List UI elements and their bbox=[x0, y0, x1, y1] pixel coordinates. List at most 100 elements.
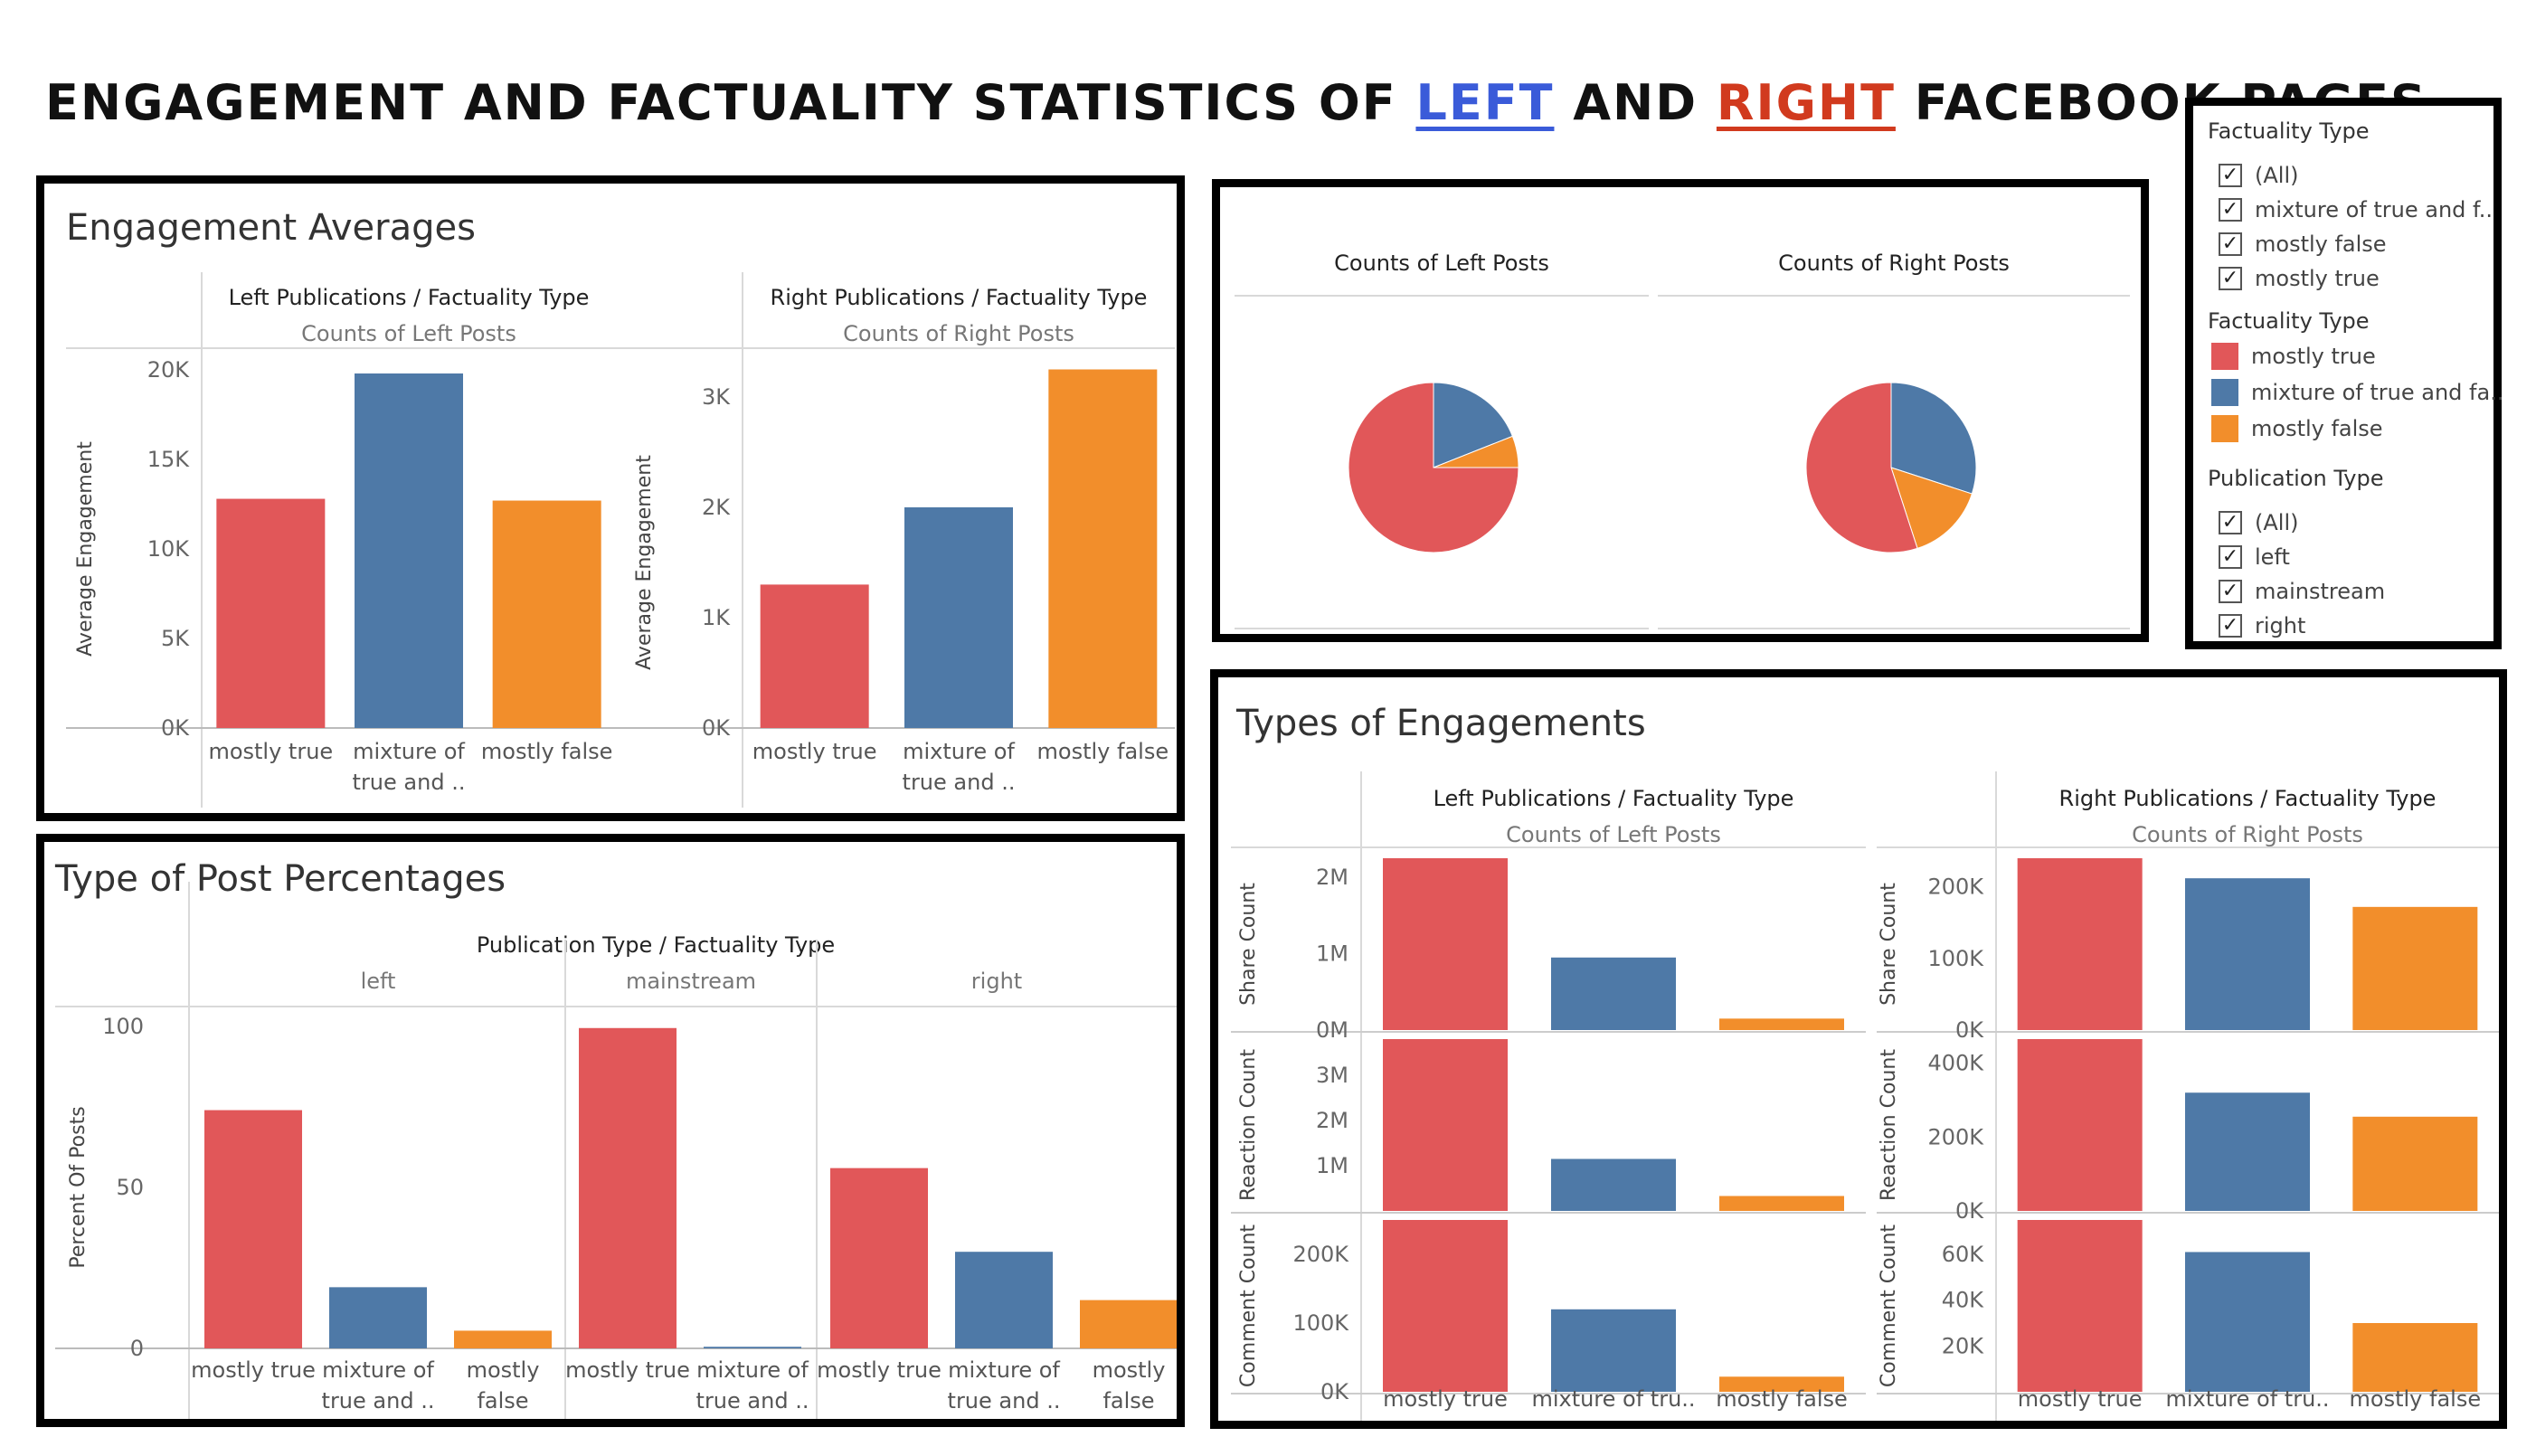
x-tick-label: mostly true bbox=[2018, 1386, 2143, 1412]
color-swatch bbox=[2211, 379, 2238, 406]
bar bbox=[1719, 1196, 1844, 1211]
filter-item-label: mainstream bbox=[2255, 579, 2386, 604]
checkbox-icon[interactable]: ✓ bbox=[2219, 580, 2242, 603]
filter-item-label: mixture of true and f.. bbox=[2255, 197, 2493, 222]
x-tick-label: false bbox=[477, 1388, 528, 1413]
color-legend-mixture[interactable]: mixture of true and fa.. bbox=[2211, 377, 2503, 408]
checkbox-icon[interactable]: ✓ bbox=[2219, 545, 2242, 569]
y-axis-label: Reaction Count bbox=[1878, 1049, 1900, 1201]
y-axis-label: Average Engagement bbox=[74, 441, 97, 657]
bar bbox=[760, 584, 869, 728]
checkbox-icon[interactable]: ✓ bbox=[2219, 164, 2242, 187]
filter-item-label: mostly true bbox=[2255, 266, 2380, 291]
checkbox-icon[interactable]: ✓ bbox=[2219, 232, 2242, 256]
bar bbox=[1551, 957, 1676, 1030]
title-right-word: RIGHT bbox=[1716, 74, 1896, 131]
group-label: right bbox=[971, 969, 1022, 994]
bar bbox=[2017, 1039, 2143, 1211]
x-tick-label: true and .. bbox=[948, 1388, 1061, 1413]
y-tick-label: 2M bbox=[1316, 865, 1348, 890]
x-tick-label: true and .. bbox=[903, 770, 1016, 795]
bar bbox=[492, 500, 601, 728]
x-tick-label: mostly true bbox=[565, 1357, 690, 1383]
x-tick-label: mostly false bbox=[2350, 1386, 2482, 1412]
bar bbox=[1383, 1220, 1508, 1392]
title-text: AND bbox=[1554, 74, 1717, 131]
bar bbox=[2017, 858, 2143, 1030]
filter-item-mostly-true[interactable]: ✓ mostly true bbox=[2219, 263, 2380, 294]
title-left-word: LEFT bbox=[1415, 74, 1555, 131]
x-tick-label: mostly bbox=[1093, 1357, 1166, 1383]
publication-filter-header: Publication Type bbox=[2208, 466, 2384, 491]
engagement-averages-panel: Engagement Averages Left Publications / … bbox=[36, 175, 1185, 821]
filters-legend-panel: Factuality Type ✓ (All) ✓ mixture of true … bbox=[2185, 98, 2503, 649]
bar bbox=[1080, 1300, 1177, 1348]
y-tick-label: 0K bbox=[1955, 1017, 1984, 1043]
y-axis-label: Comment Count bbox=[1878, 1224, 1900, 1387]
y-axis-label: Average Engagement bbox=[633, 455, 656, 670]
y-tick-label: 50 bbox=[116, 1175, 144, 1200]
y-tick-label: 40K bbox=[1942, 1288, 1985, 1313]
y-axis-label: Reaction Count bbox=[1237, 1049, 1260, 1201]
x-tick-label: mixture of bbox=[322, 1357, 434, 1383]
group-label: mainstream bbox=[626, 969, 756, 994]
pie-slice bbox=[1433, 382, 1514, 468]
color-legend-mostly-true[interactable]: mostly true bbox=[2211, 341, 2376, 372]
x-tick-label: mostly false bbox=[481, 739, 613, 764]
types-of-engagements-chart: Left Publications / Factuality Type Count… bbox=[1231, 771, 2499, 1421]
y-tick-label: 10K bbox=[147, 536, 191, 562]
pub-filter-left[interactable]: ✓ left bbox=[2219, 542, 2290, 572]
y-tick-label: 60K bbox=[1942, 1242, 1985, 1267]
chart-header: Right Publications / Factuality Type bbox=[771, 285, 1148, 310]
checkbox-icon[interactable]: ✓ bbox=[2219, 614, 2242, 638]
pub-filter-all[interactable]: ✓ (All) bbox=[2219, 507, 2298, 538]
chart-header: Left Publications / Factuality Type bbox=[229, 285, 590, 310]
x-tick-label: false bbox=[1102, 1388, 1154, 1413]
bar bbox=[2352, 1323, 2478, 1392]
types-of-engagements-panel: Types of Engagements Left Publications /… bbox=[1210, 669, 2507, 1429]
bar bbox=[2185, 1092, 2310, 1211]
y-axis-label: Percent Of Posts bbox=[67, 1106, 90, 1268]
x-tick-label: true and .. bbox=[322, 1388, 435, 1413]
y-tick-label: 0K bbox=[702, 715, 731, 741]
post-percentages-panel: Type of Post Percentages Publication Typ… bbox=[36, 834, 1185, 1427]
x-tick-label: mostly bbox=[467, 1357, 540, 1383]
y-axis-label: Share Count bbox=[1237, 883, 1260, 1006]
y-tick-label: 2K bbox=[702, 495, 731, 520]
post-percentages-chart: Publication Type / Factuality Type left ma… bbox=[55, 882, 1177, 1419]
filter-item-label: (All) bbox=[2255, 163, 2299, 188]
x-tick-label: true and .. bbox=[696, 1388, 809, 1413]
checkbox-icon[interactable]: ✓ bbox=[2219, 267, 2242, 290]
y-tick-label: 200K bbox=[1292, 1242, 1349, 1267]
panel-title: Engagement Averages bbox=[66, 207, 476, 249]
x-tick-label: mixture of tru.. bbox=[2165, 1386, 2329, 1412]
bar bbox=[329, 1287, 427, 1348]
y-tick-label: 200K bbox=[1927, 1124, 1984, 1149]
color-legend-label: mostly true bbox=[2251, 344, 2376, 369]
x-tick-label: mostly false bbox=[1716, 1386, 1848, 1412]
pub-filter-mainstream[interactable]: ✓ mainstream bbox=[2219, 576, 2385, 607]
y-tick-label: 0K bbox=[161, 715, 190, 741]
y-tick-label: 100 bbox=[102, 1014, 144, 1039]
filter-item-mostly-false[interactable]: ✓ mostly false bbox=[2219, 229, 2387, 260]
checkbox-icon[interactable]: ✓ bbox=[2219, 511, 2242, 534]
pub-filter-right[interactable]: ✓ right bbox=[2219, 610, 2305, 641]
bar bbox=[204, 1110, 302, 1348]
pie-slice bbox=[1348, 382, 1519, 553]
bar bbox=[1551, 1158, 1676, 1211]
checkbox-icon[interactable]: ✓ bbox=[2219, 198, 2242, 222]
bar bbox=[1719, 1376, 1844, 1392]
filter-item-label: left bbox=[2255, 544, 2290, 570]
color-legend-mostly-false[interactable]: mostly false bbox=[2211, 413, 2383, 444]
filter-item-all[interactable]: ✓ (All) bbox=[2219, 160, 2298, 191]
filter-item-label: (All) bbox=[2255, 510, 2299, 535]
y-tick-label: 200K bbox=[1927, 875, 1984, 900]
pies-chart: Counts of Left Posts Counts of Right Post… bbox=[1235, 251, 2130, 629]
color-legend-label: mostly false bbox=[2251, 416, 2383, 441]
filter-item-mixture[interactable]: ✓ mixture of true and f.. bbox=[2219, 194, 2493, 225]
bar bbox=[704, 1347, 801, 1348]
bar bbox=[2185, 878, 2310, 1030]
filter-item-label: right bbox=[2255, 613, 2306, 638]
y-tick-label: 3K bbox=[702, 384, 731, 410]
bar bbox=[2352, 1116, 2478, 1211]
